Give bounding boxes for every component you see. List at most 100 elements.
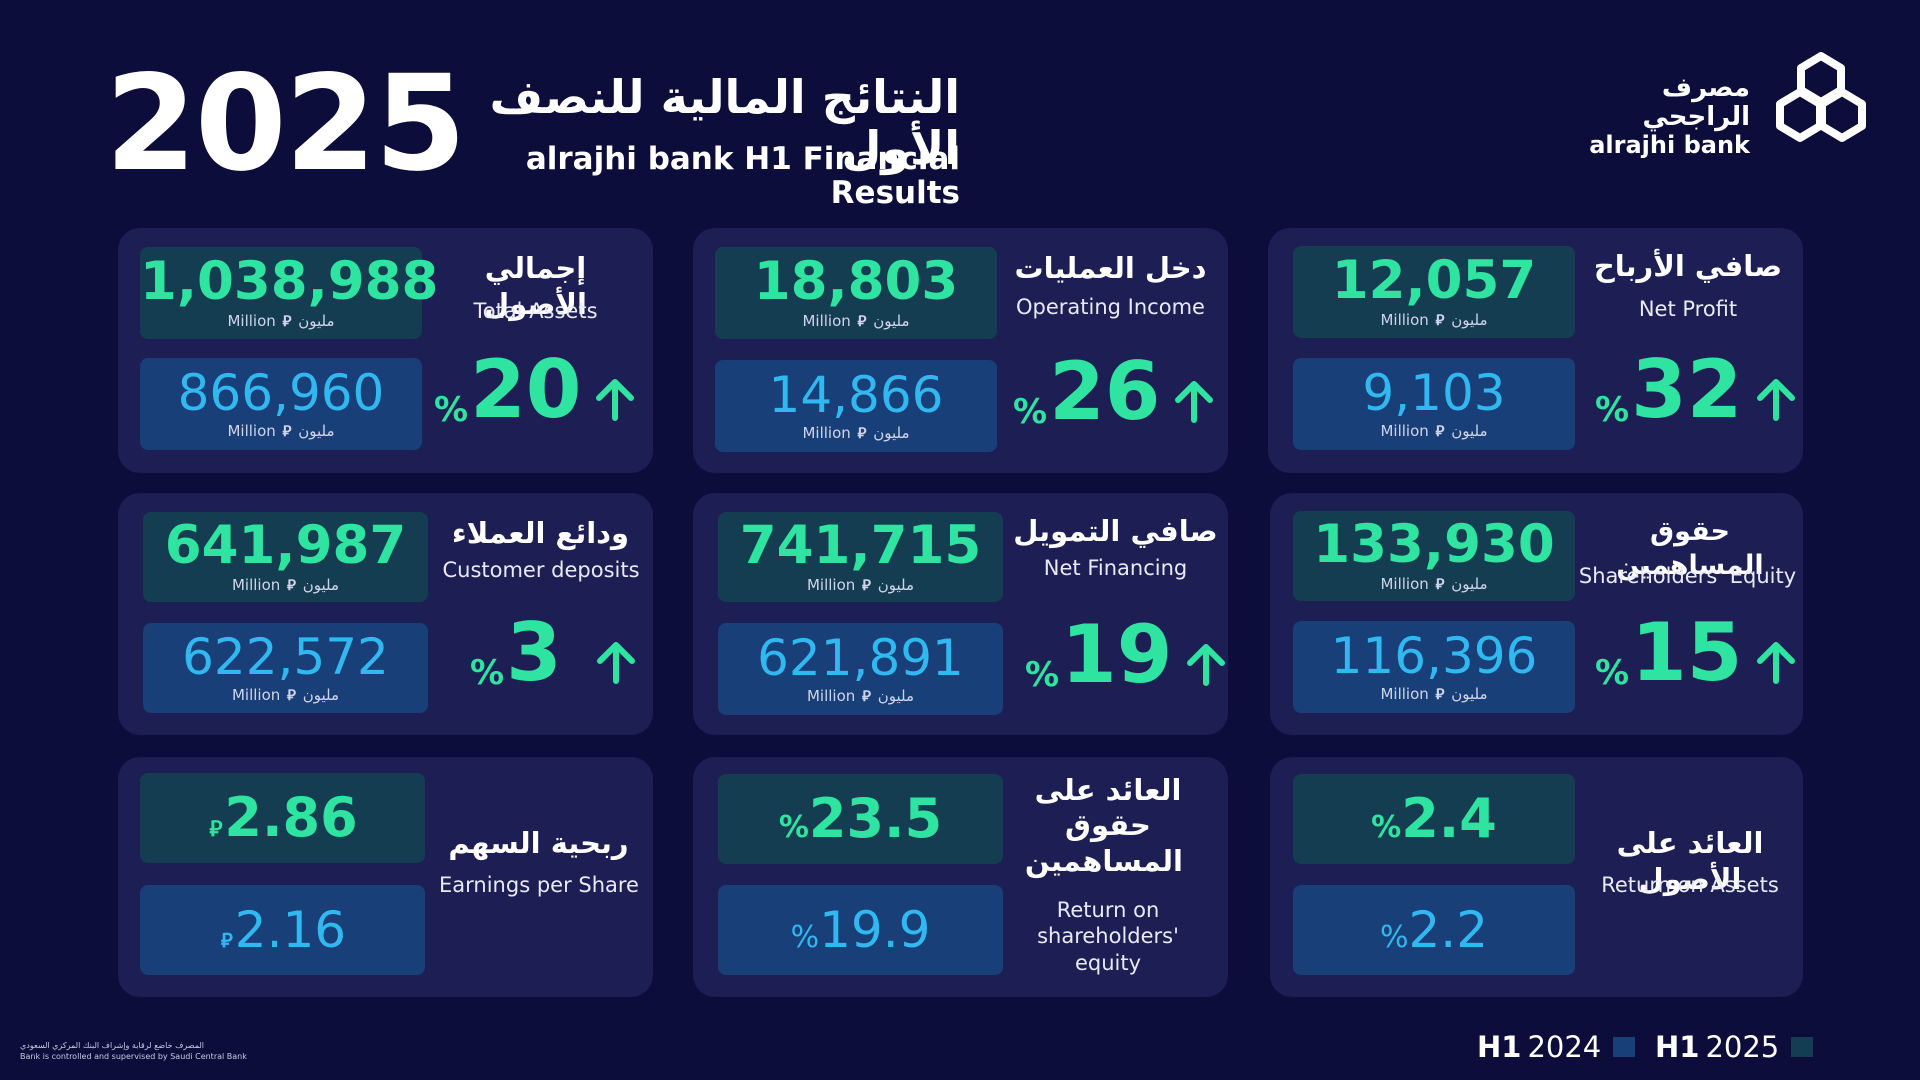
metric-label-english: Net Profit bbox=[1638, 297, 1738, 321]
metric-label-english: Operating Income bbox=[1016, 295, 1205, 319]
legend-swatch-2025 bbox=[1791, 1037, 1814, 1057]
h1-2025-value-box: 741,715 Million ⃁ مليون bbox=[718, 512, 1003, 602]
legend-swatch-2024 bbox=[1613, 1037, 1636, 1057]
arrow-up-icon bbox=[596, 642, 635, 684]
regulatory-note-english: Bank is controlled and supervised by Sau… bbox=[20, 1052, 247, 1062]
h1-2024-value-box: 116,396 Million ⃁ مليون bbox=[1293, 621, 1575, 713]
h1-2025-value: 641,987 bbox=[164, 515, 407, 576]
h1-2025-value: 23.5 bbox=[808, 787, 943, 850]
arrow-up-icon bbox=[1757, 642, 1796, 684]
h1-2025-value-box: ⃁2.86 bbox=[140, 773, 425, 863]
growth-value: 15 bbox=[1631, 606, 1743, 699]
unit-label: Million ⃁ مليون bbox=[231, 576, 340, 594]
card-net-profit: 12,057 Million ⃁ مليون 9,103 Million ⃁ م… bbox=[1268, 228, 1803, 473]
riyal-symbol-icon: ⃁ bbox=[282, 422, 292, 440]
regulatory-note: المصرف خاضع لرقابة وإشراف البنك المركزي … bbox=[20, 1040, 247, 1062]
percent-sign: % bbox=[434, 390, 469, 430]
metric-label-arabic: صافي التمويل bbox=[1013, 514, 1218, 548]
metric-label-arabic: إجمالي الأصول bbox=[484, 251, 587, 322]
h1-2024-value: 866,960 bbox=[177, 364, 385, 422]
percent-sign: % bbox=[1025, 655, 1060, 695]
riyal-symbol-icon: ⃁ bbox=[209, 817, 223, 842]
h1-2024-value: 9,103 bbox=[1362, 364, 1506, 422]
h1-2025-value: 741,715 bbox=[739, 515, 982, 576]
card-operating-income: 18,803 Million ⃁ مليون 14,866 Million ⃁ … bbox=[693, 228, 1228, 473]
brand-name-arabic: مصرف الراجحي bbox=[1642, 73, 1750, 132]
unit-label: Million ⃁ مليون bbox=[227, 422, 335, 440]
growth-indicator: % 3 bbox=[470, 613, 640, 693]
h1-2025-value: 2.4 bbox=[1401, 787, 1497, 850]
unit-label: Million ⃁ مليون bbox=[1380, 575, 1488, 593]
legend-prefix: H1 bbox=[1477, 1030, 1522, 1064]
unit-label: Million ⃁ مليون bbox=[806, 576, 915, 594]
h1-2025-value-row: ⃁2.86 bbox=[140, 773, 425, 845]
legend-year: 2025 bbox=[1705, 1030, 1780, 1064]
growth-indicator: % 19 bbox=[1025, 615, 1230, 695]
title-arabic: النتائج المالية للنصف الأول bbox=[489, 70, 960, 175]
h1-2024-value-box: %19.9 bbox=[718, 885, 1003, 975]
card-earnings-per-share: ⃁2.86 ⃁2.16 ربحية السهم Earnings per Sha… bbox=[118, 757, 653, 997]
growth-indicator: % 26 bbox=[1013, 352, 1218, 432]
riyal-symbol-icon: ⃁ bbox=[857, 312, 867, 330]
metric-label-arabic: حقوق المساهمين bbox=[1616, 516, 1764, 581]
metric-label-arabic: ربحية السهم bbox=[448, 826, 629, 860]
growth-value: 3 bbox=[506, 606, 562, 699]
legend-prefix: H1 bbox=[1655, 1030, 1700, 1064]
percent-sign: % bbox=[1371, 810, 1402, 845]
h1-2025-value-row: %23.5 bbox=[718, 774, 1003, 846]
percent-sign: % bbox=[470, 653, 505, 693]
h1-2025-value-box: 641,987 Million ⃁ مليون bbox=[143, 512, 428, 602]
legend-year: 2024 bbox=[1527, 1030, 1602, 1064]
h1-2024-value: 2.16 bbox=[234, 901, 347, 959]
riyal-symbol-icon: ⃁ bbox=[862, 687, 871, 705]
riyal-symbol-icon: ⃁ bbox=[287, 686, 296, 704]
h1-2024-value-box: 9,103 Million ⃁ مليون bbox=[1293, 358, 1575, 450]
h1-2025-value-box: 133,930 Million ⃁ مليون bbox=[1293, 511, 1575, 601]
riyal-symbol-icon: ⃁ bbox=[862, 576, 871, 594]
growth-value: 32 bbox=[1631, 343, 1743, 436]
growth-indicator: % 15 bbox=[1595, 613, 1800, 693]
h1-2024-value: 116,396 bbox=[1330, 627, 1538, 685]
h1-2024-value-box: 866,960 Million ⃁ مليون bbox=[140, 358, 422, 450]
h1-2024-value-row: %2.2 bbox=[1293, 885, 1575, 955]
card-return-on-equity: %23.5 %19.9 العائد على حقوق المساهمين Re… bbox=[693, 757, 1228, 997]
growth-indicator: % 32 bbox=[1595, 350, 1800, 430]
h1-2024-value: 14,866 bbox=[768, 366, 944, 424]
h1-2024-value-box: 14,866 Million ⃁ مليون bbox=[715, 360, 997, 452]
arrow-up-icon bbox=[1187, 644, 1226, 686]
unit-label: Million ⃁ مليون bbox=[802, 312, 910, 330]
percent-sign: % bbox=[778, 810, 809, 845]
headline-year: 2025 bbox=[105, 47, 466, 201]
card-net-financing: 741,715 Million ⃁ مليون 621,891 Million … bbox=[693, 493, 1228, 735]
metric-label-english: Total Assets bbox=[473, 299, 598, 323]
h1-2025-value-box: %2.4 bbox=[1293, 774, 1575, 864]
metric-label-english: Return on shareholders' equity bbox=[1037, 898, 1179, 975]
riyal-symbol-icon: ⃁ bbox=[857, 424, 867, 442]
percent-sign: % bbox=[790, 920, 820, 955]
growth-value: 26 bbox=[1049, 345, 1161, 438]
riyal-symbol-icon: ⃁ bbox=[1435, 685, 1445, 703]
arrow-up-icon bbox=[1175, 381, 1214, 423]
metric-label-arabic: العائد على الأصول bbox=[1616, 826, 1764, 897]
metric-label-arabic: ودائع العملاء bbox=[451, 516, 630, 550]
h1-2024-value: 621,891 bbox=[757, 629, 964, 687]
riyal-symbol-icon: ⃁ bbox=[1435, 422, 1445, 440]
h1-2025-value: 18,803 bbox=[753, 251, 959, 312]
riyal-symbol-icon: ⃁ bbox=[1435, 311, 1445, 329]
metric-label-english: Shareholders' Equity bbox=[1578, 564, 1797, 588]
riyal-symbol-icon: ⃁ bbox=[282, 312, 292, 330]
h1-2024-value-row: %19.9 bbox=[718, 885, 1003, 955]
regulatory-note-arabic: المصرف خاضع لرقابة وإشراف البنك المركزي … bbox=[20, 1041, 204, 1050]
h1-2025-value: 1,038,988 bbox=[140, 251, 439, 312]
h1-2025-value: 12,057 bbox=[1331, 250, 1537, 311]
legend-h1-2025: H1 2025 bbox=[1655, 1030, 1814, 1064]
percent-sign: % bbox=[1595, 390, 1630, 430]
h1-2024-value-box: %2.2 bbox=[1293, 885, 1575, 975]
metric-label-arabic: صافي الأرباح bbox=[1593, 249, 1783, 283]
card-total-assets: 1,038,988 Million ⃁ مليون 866,960 Millio… bbox=[118, 228, 653, 473]
unit-label: Million ⃁ مليون bbox=[1380, 422, 1488, 440]
unit-label: Million ⃁ مليون bbox=[231, 686, 340, 704]
percent-sign: % bbox=[1595, 653, 1630, 693]
growth-value: 19 bbox=[1061, 608, 1173, 701]
h1-2024-value-box: 622,572 Million ⃁ مليون bbox=[143, 623, 428, 713]
